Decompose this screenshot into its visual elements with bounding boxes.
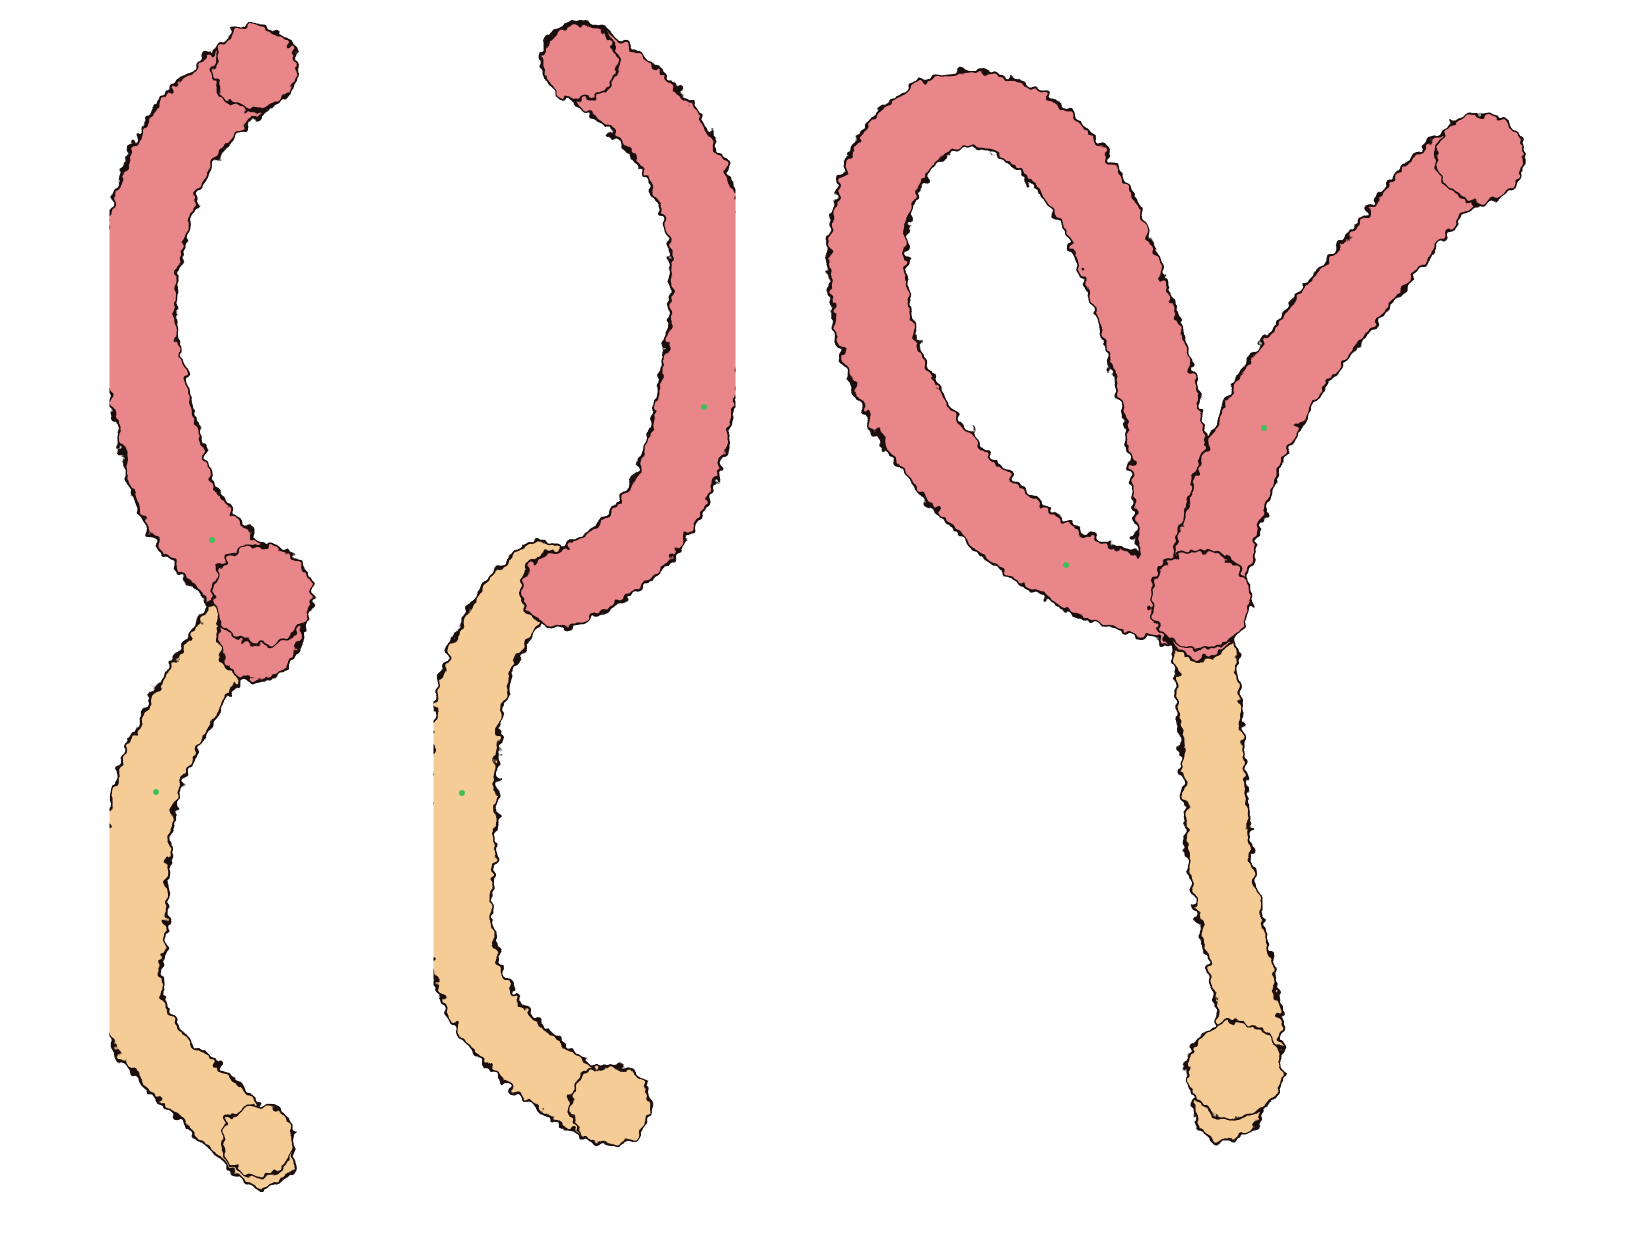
middle-pink-fill [523, 23, 747, 627]
middle-dot-2 [459, 790, 465, 796]
left-dot-2 [153, 789, 159, 795]
middle-pink-head [540, 22, 620, 102]
right-molecule [827, 69, 1526, 1143]
right-tan-tail [1185, 1020, 1285, 1120]
middle-tan-fill [426, 543, 637, 1142]
right-dot-2 [1063, 562, 1069, 568]
left-pink-knob [210, 543, 314, 647]
right-pink-junction [1148, 548, 1252, 652]
middle-dot-1 [701, 404, 707, 410]
left-molecule [94, 24, 314, 1189]
right-pink-arm-fill [1163, 123, 1507, 657]
right-dot-1 [1261, 425, 1267, 431]
left-pink-head [211, 24, 299, 112]
left-tan-tail [220, 1102, 296, 1178]
middle-molecule [423, 20, 750, 1147]
right-pink-loop-fill [830, 72, 1227, 652]
middle-tan-tail [568, 1063, 652, 1147]
left-tan-fill [97, 599, 293, 1186]
left-dot-1 [209, 537, 215, 543]
right-pink-arm-head [1434, 112, 1526, 204]
